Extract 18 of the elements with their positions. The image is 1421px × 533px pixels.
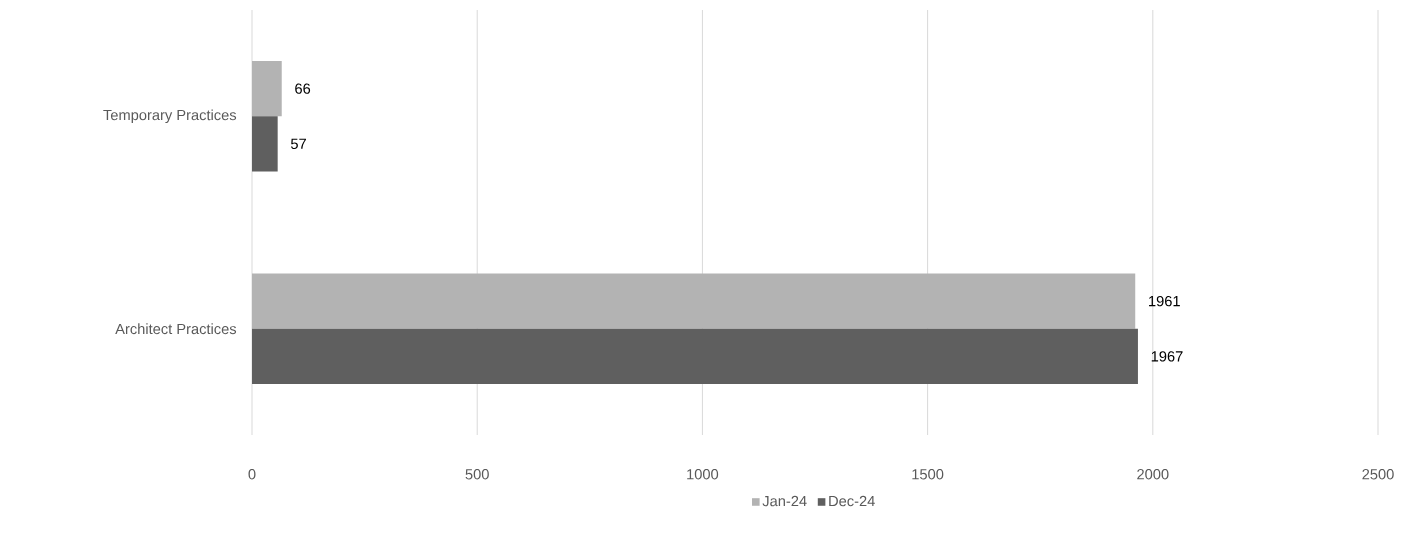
x-tick-label: 0 xyxy=(248,469,256,480)
x-tick-label: 1000 xyxy=(687,469,719,480)
bar xyxy=(252,116,278,172)
bar xyxy=(252,61,282,117)
x-tick-label: 2500 xyxy=(1362,469,1394,480)
bar xyxy=(252,328,1138,384)
x-tick-label: 2000 xyxy=(1137,469,1169,480)
x-tick-label: 1500 xyxy=(912,469,944,480)
bar xyxy=(252,273,1136,329)
x-tick-label: 500 xyxy=(465,469,489,480)
legend-label: Jan-24 xyxy=(762,495,807,507)
y-tick-label: Architect Practices xyxy=(115,323,237,335)
data-label: 66 xyxy=(295,83,311,94)
data-label: 57 xyxy=(290,138,306,149)
y-tick-label: Temporary Practices xyxy=(103,109,237,124)
legend-label: Dec-24 xyxy=(829,495,875,507)
data-label: 1967 xyxy=(1151,351,1183,362)
data-label: 1961 xyxy=(1149,295,1180,307)
